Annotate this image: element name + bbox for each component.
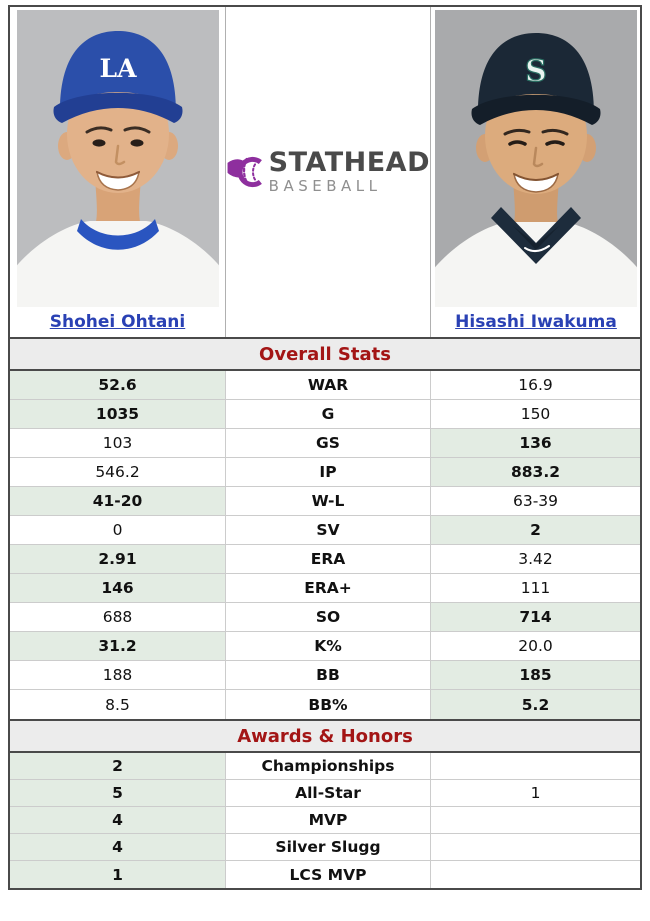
cap-logo-right: S: [525, 54, 547, 89]
right-value: 111: [520, 579, 551, 597]
stat-row: 52.6 WAR 16.9: [10, 371, 640, 400]
stat-label: LCS MVP: [226, 861, 431, 888]
stat-row: 1035 G 150: [10, 400, 640, 429]
stat-row: 31.2 K% 20.0: [10, 632, 640, 661]
stat-row: 5 All-Star 1: [10, 780, 640, 807]
logo-subtitle: BASEBALL: [268, 176, 382, 195]
stat-row: 146 ERA+ 111: [10, 574, 640, 603]
left-value: 146: [10, 574, 226, 602]
stat-label: GS: [226, 429, 431, 457]
left-value: 52.6: [10, 371, 226, 399]
right-value: 3.42: [518, 550, 553, 568]
stat-label: Silver Slugg: [226, 834, 431, 860]
stat-label: BB%: [226, 690, 431, 719]
stat-label: All-Star: [226, 780, 431, 806]
right-value: [431, 807, 640, 833]
right-value: 150: [520, 405, 551, 423]
stat-label: WAR: [226, 371, 431, 399]
left-value: 5: [10, 780, 226, 806]
stat-label: Championships: [226, 753, 431, 779]
stathead-logo-icon: [227, 156, 262, 188]
stat-label: SV: [226, 516, 431, 544]
stat-row: 103 GS 136: [10, 429, 640, 458]
left-value: 2: [10, 753, 226, 779]
section-title: Awards & Honors: [237, 725, 413, 747]
left-value: 1035: [10, 400, 226, 428]
overall-stats-table: 52.6 WAR 16.9 1035 G 150 103 GS 136 546.2 IP 883.2 4…: [10, 371, 640, 719]
player-photo-left: LA: [10, 7, 225, 307]
ohtani-portrait: LA: [16, 10, 219, 307]
right-value: 185: [431, 661, 640, 689]
stat-row: 1 LCS MVP: [10, 861, 640, 888]
stat-row: 688 SO 714: [10, 603, 640, 632]
player-photo-right: S: [431, 7, 641, 307]
stat-row: 4 MVP: [10, 807, 640, 834]
stat-row: 546.2 IP 883.2: [10, 458, 640, 487]
logo-title: STATHEAD: [268, 147, 430, 179]
comparison-board: LA Shohei Ohtani STATHEAD BASEBALL: [8, 5, 642, 890]
section-header-overall-stats: Overall Stats: [10, 337, 640, 371]
left-value: 688: [10, 603, 226, 631]
left-value: 2.91: [10, 545, 226, 573]
player-cell-right: S Hisashi Iwakuma: [431, 7, 641, 337]
left-value: 103: [10, 429, 226, 457]
right-value: 1: [530, 784, 541, 802]
left-value: 8.5: [10, 690, 226, 719]
section-header-awards: Awards & Honors: [10, 719, 640, 753]
stat-label: BB: [226, 661, 431, 689]
stat-row: 0 SV 2: [10, 516, 640, 545]
right-value: 2: [431, 516, 640, 544]
stat-row: 2.91 ERA 3.42: [10, 545, 640, 574]
left-value: 4: [10, 807, 226, 833]
right-value: [431, 834, 640, 860]
right-value: [431, 861, 640, 888]
left-value: 41-20: [10, 487, 226, 515]
stat-row: 188 BB 185: [10, 661, 640, 690]
name-row-left: Shohei Ohtani: [10, 307, 225, 337]
right-value: 5.2: [431, 690, 640, 719]
stat-label: W-L: [226, 487, 431, 515]
stat-label: SO: [226, 603, 431, 631]
section-title: Overall Stats: [259, 343, 391, 365]
stat-label: MVP: [226, 807, 431, 833]
logo-cell: STATHEAD BASEBALL: [226, 7, 431, 337]
cap-logo-left: LA: [99, 54, 137, 83]
player-link-right[interactable]: Hisashi Iwakuma: [455, 312, 617, 332]
right-value: [431, 753, 640, 779]
awards-table: 2 Championships 5 All-Star 1 4 MVP 4 Silver Slug…: [10, 753, 640, 888]
stat-label: G: [226, 400, 431, 428]
stat-label: ERA+: [226, 574, 431, 602]
left-value: 546.2: [10, 458, 226, 486]
left-value: 0: [10, 516, 226, 544]
left-value: 188: [10, 661, 226, 689]
stat-row: 8.5 BB% 5.2: [10, 690, 640, 719]
stat-row: 41-20 W-L 63-39: [10, 487, 640, 516]
stat-label: K%: [226, 632, 431, 660]
left-value: 1: [10, 861, 226, 888]
stathead-logo-text: STATHEAD BASEBALL: [269, 149, 430, 194]
stat-row: 4 Silver Slugg: [10, 834, 640, 861]
top-section: LA Shohei Ohtani STATHEAD BASEBALL: [10, 7, 640, 337]
stat-label: ERA: [226, 545, 431, 573]
right-value: 136: [431, 429, 640, 457]
player-cell-left: LA Shohei Ohtani: [10, 7, 226, 337]
stat-row: 2 Championships: [10, 753, 640, 780]
left-value: 4: [10, 834, 226, 860]
left-value: 31.2: [10, 632, 226, 660]
stat-label: IP: [226, 458, 431, 486]
right-value: 20.0: [518, 637, 553, 655]
right-value: 714: [431, 603, 640, 631]
player-link-left[interactable]: Shohei Ohtani: [49, 312, 186, 332]
right-value: 16.9: [518, 376, 553, 394]
right-value: 883.2: [431, 458, 640, 486]
right-value: 63-39: [512, 492, 559, 510]
iwakuma-portrait: S: [435, 10, 637, 307]
name-row-right: Hisashi Iwakuma: [431, 307, 641, 337]
